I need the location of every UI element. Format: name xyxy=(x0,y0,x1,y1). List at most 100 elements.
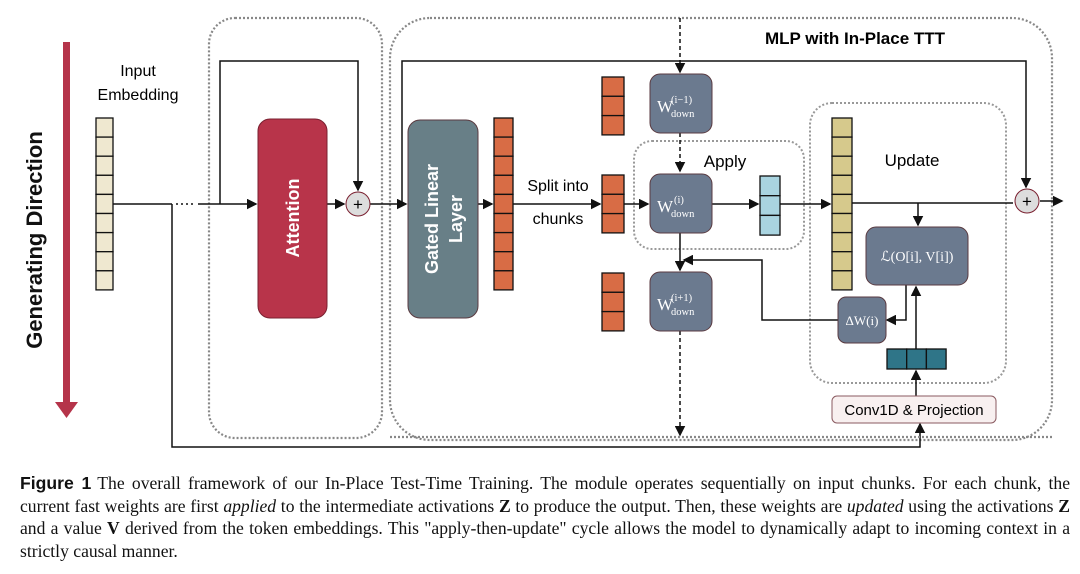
vector-cell xyxy=(493,193,514,215)
input-embedding-vector xyxy=(95,117,114,291)
vector-cell xyxy=(925,348,947,370)
activation-chunks xyxy=(601,76,625,332)
vector-cell xyxy=(831,231,853,253)
vector-cell xyxy=(759,195,781,217)
caption-text: The overall framework of our In-Place Te… xyxy=(20,473,1071,516)
conv-projection-label: Conv1D & Projection xyxy=(844,402,983,419)
weight-prev: W (i−1) down xyxy=(649,73,713,134)
vector-cell xyxy=(95,136,114,157)
vector-cell xyxy=(493,155,514,176)
vector-cell xyxy=(493,270,514,291)
vector-cell xyxy=(601,310,625,332)
vector-cell xyxy=(831,193,853,215)
w-base: W xyxy=(657,197,674,216)
apply-group xyxy=(633,140,805,250)
conv-projection-box xyxy=(831,395,997,424)
vector-cell xyxy=(601,291,625,313)
attention-block xyxy=(257,118,328,319)
w-sup: (i−1) xyxy=(671,95,693,106)
figure-label: Figure 1 xyxy=(20,473,92,493)
weight-current: W (i) down xyxy=(649,173,713,234)
split-label-2: chunks xyxy=(533,211,584,228)
vector-cell xyxy=(601,95,625,117)
caption-text: and a value xyxy=(20,518,107,538)
caption-math: Z xyxy=(498,495,511,516)
w-base: W xyxy=(657,97,674,116)
caption-text: using the activations xyxy=(903,495,1059,516)
vector-cell xyxy=(493,117,514,138)
vector-cell xyxy=(831,251,853,272)
vector-cell xyxy=(601,114,625,136)
input-embedding-label: Input xyxy=(120,63,156,80)
attention-label: Attention xyxy=(283,179,303,258)
residual-add-1 xyxy=(345,191,371,217)
w-base: W xyxy=(657,295,674,314)
output-vector xyxy=(831,117,853,291)
plus-icon: + xyxy=(353,195,363,214)
loss-box xyxy=(865,226,969,286)
activation-vector xyxy=(493,117,514,291)
value-vector xyxy=(886,348,947,370)
framework-diagram: Generating Direction Input Embedding MLP… xyxy=(22,16,1064,448)
vector-cell xyxy=(95,117,114,138)
caption-text: derived from the token embeddings. This … xyxy=(20,518,1070,561)
residual-add-2 xyxy=(1014,188,1040,214)
generating-direction-label: Generating Direction xyxy=(22,131,47,349)
gated-linear-layer xyxy=(407,119,479,319)
vector-cell xyxy=(886,348,908,370)
vector-cell xyxy=(601,212,625,234)
vector-cell xyxy=(831,136,853,157)
vector-cell xyxy=(906,348,928,370)
vector-cell xyxy=(831,155,853,176)
apply-label: Apply xyxy=(704,152,747,171)
caption-emph: updated xyxy=(846,495,904,516)
delta-w-box xyxy=(837,296,887,344)
vector-cell xyxy=(95,174,114,196)
w-sup: (i) xyxy=(674,195,684,206)
vector-cell xyxy=(95,155,114,176)
connectors xyxy=(113,18,1064,448)
delta-w-label: ΔW(i) xyxy=(846,313,879,328)
vector-cell xyxy=(95,193,114,215)
caption-text: to produce the output. Then, these weigh… xyxy=(510,495,847,516)
mlp-title: MLP with In-Place TTT xyxy=(765,29,946,48)
w-sub: down xyxy=(671,109,695,120)
plus-icon: + xyxy=(1022,192,1032,211)
vector-cell xyxy=(601,174,625,195)
loss-label: ℒ(O[i], V[i]) xyxy=(881,250,954,265)
vector-cell xyxy=(831,212,853,234)
vector-cell xyxy=(831,117,853,138)
split-label-1: Split into xyxy=(527,178,588,195)
attention-block-group xyxy=(207,16,384,440)
vector-cell xyxy=(493,231,514,253)
vector-cell xyxy=(95,212,114,234)
figure-caption: Figure 1 The overall framework of our In-… xyxy=(20,472,1070,562)
vector-cell xyxy=(95,270,114,291)
vector-cell xyxy=(759,175,781,197)
caption-text: to the intermediate activations xyxy=(276,495,499,516)
w-sub: down xyxy=(671,209,695,220)
update-group xyxy=(809,102,1007,384)
w-sub: down xyxy=(671,307,695,318)
vector-cell xyxy=(601,193,625,215)
w-sup: (i+1) xyxy=(671,293,693,304)
gated-label-2: Layer xyxy=(446,195,466,243)
vector-cell xyxy=(601,272,625,293)
caption-math: Z xyxy=(1058,495,1070,516)
input-embedding-label-2: Embedding xyxy=(98,87,179,104)
gated-label-1: Gated Linear xyxy=(422,164,442,274)
caption-math: V xyxy=(107,518,120,538)
mlp-block-group xyxy=(388,16,1054,442)
caption-emph: applied xyxy=(223,495,277,516)
output-chunk-vector xyxy=(759,175,781,236)
vector-cell xyxy=(493,212,514,234)
vector-cell xyxy=(493,174,514,196)
update-label: Update xyxy=(885,151,940,170)
vector-cell xyxy=(95,251,114,272)
vector-cell xyxy=(831,174,853,196)
vector-cell xyxy=(493,136,514,157)
vector-cell xyxy=(831,270,853,291)
vector-cell xyxy=(493,251,514,272)
weight-next: W (i+1) down xyxy=(649,271,713,332)
generating-direction-arrow xyxy=(55,42,78,418)
